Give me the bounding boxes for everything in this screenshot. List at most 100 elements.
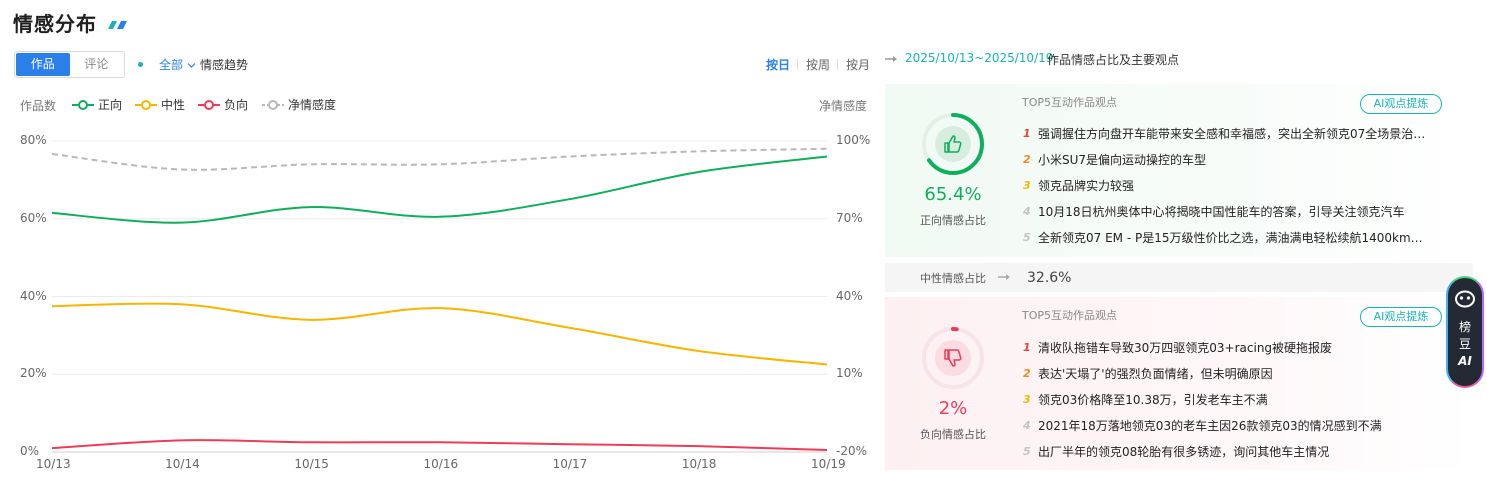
y-tick-right: 40% bbox=[836, 288, 863, 303]
legend-line-icon bbox=[198, 99, 220, 110]
legend-label: 中性 bbox=[161, 98, 186, 112]
opinion-item[interactable]: 2 表达'天塌了'的强烈负面情绪，但未明确原因 bbox=[1023, 365, 1433, 382]
summary-description: 作品情感占比及主要观点 bbox=[1047, 53, 1180, 67]
y-tick-left: 80% bbox=[20, 133, 47, 147]
robot-face-icon bbox=[1455, 290, 1475, 308]
rank-badge: 4 bbox=[1023, 205, 1031, 218]
ai-extract-button[interactable]: AI观点提炼 bbox=[1360, 94, 1442, 114]
tab-comments[interactable]: 评论 bbox=[84, 57, 109, 71]
sentiment-trend-chart[interactable] bbox=[0, 0, 880, 480]
ai-extract-button[interactable]: AI观点提炼 bbox=[1360, 307, 1442, 327]
neutral-label: 中性情感占比 bbox=[920, 272, 986, 285]
date-range: 2025/10/13~2025/10/19 bbox=[905, 51, 1054, 65]
top5-label: TOP5互动作品观点 bbox=[1022, 96, 1118, 109]
x-tick: 10/15 bbox=[294, 457, 329, 471]
opinion-text: 领克品牌实力较强 bbox=[1038, 179, 1135, 193]
rank-badge: 5 bbox=[1023, 231, 1031, 244]
opinion-text: 小米SU7是偏向运动操控的车型 bbox=[1038, 153, 1207, 167]
y-tick-left: 60% bbox=[20, 210, 47, 225]
rank-badge: 5 bbox=[1023, 445, 1031, 458]
arrow-right-icon bbox=[998, 274, 1010, 280]
y-tick-left: 20% bbox=[20, 366, 47, 381]
legend-positive[interactable]: 正向 bbox=[72, 96, 122, 113]
opinion-item[interactable]: 3 领克03价格降至10.38万，引发老车主不满 bbox=[1023, 391, 1433, 408]
x-tick: 10/16 bbox=[423, 457, 459, 471]
y-tick-right: 70% bbox=[836, 210, 863, 225]
rank-badge: 2 bbox=[1023, 367, 1031, 380]
filter-value: 全部 bbox=[159, 58, 184, 72]
x-tick: 10/18 bbox=[681, 457, 717, 471]
opinion-text: 清收队拖错车导致30万四驱领克03+racing被硬拖报废 bbox=[1038, 341, 1333, 355]
negative-label: 负向情感占比 bbox=[920, 428, 986, 441]
opinion-text: 10月18日杭州奥体中心将揭晓中国性能车的答案，引导关注领克汽车 bbox=[1038, 205, 1405, 219]
bullet-dot bbox=[138, 62, 143, 67]
granularity-week[interactable]: 按周 bbox=[806, 58, 831, 72]
opinion-text: 表达'天塌了'的强烈负面情绪，但未明确原因 bbox=[1038, 367, 1273, 381]
opinion-item[interactable]: 2 小米SU7是偏向运动操控的车型 bbox=[1023, 151, 1433, 168]
legend-line-icon bbox=[72, 99, 94, 110]
legend-net[interactable]: 净情感度 bbox=[262, 96, 336, 113]
rank-badge: 1 bbox=[1023, 341, 1031, 354]
ai-float-text: 豆 bbox=[1458, 337, 1471, 351]
ai-float-text: 榜 bbox=[1458, 320, 1471, 334]
legend-neutral[interactable]: 中性 bbox=[135, 96, 185, 113]
series-line[interactable] bbox=[51, 155, 828, 224]
y-tick-left: 0% bbox=[20, 444, 40, 458]
x-tick: 10/17 bbox=[552, 457, 588, 471]
granularity-month[interactable]: 按月 bbox=[846, 58, 871, 72]
positive-percent: 65.4% bbox=[924, 184, 982, 205]
x-tick: 10/13 bbox=[36, 457, 71, 471]
opinion-text: 2021年18万落地领克03的老车主因26款领克03的情况感到不满 bbox=[1038, 419, 1382, 433]
ai-float-text: AI bbox=[1458, 354, 1472, 368]
opinion-text: 全新领克07 EM - P是15万级性价比之选，满油满电轻松续航1400km，兼… bbox=[1038, 231, 1433, 245]
legend-label: 净情感度 bbox=[288, 98, 337, 112]
y-tick-right: 10% bbox=[836, 366, 863, 381]
brand-logo-icon bbox=[108, 21, 127, 29]
opinion-text: 领克03价格降至10.38万，引发老车主不满 bbox=[1038, 393, 1268, 407]
thumbs-down-icon bbox=[944, 349, 962, 367]
series-line[interactable] bbox=[51, 302, 828, 366]
opinion-item[interactable]: 5 全新领克07 EM - P是15万级性价比之选，满油满电轻松续航1400km，… bbox=[1023, 229, 1433, 246]
legend-negative[interactable]: 负向 bbox=[198, 96, 248, 113]
right-axis-title: 净情感度 bbox=[819, 99, 868, 113]
opinion-text: 强调握住方向盘开车能带来安全感和幸福感，突出全新领克07全场景治理能力 bbox=[1038, 127, 1433, 141]
x-tick: 10/14 bbox=[165, 457, 200, 471]
positive-ring-gauge bbox=[922, 113, 984, 175]
legend-label: 正向 bbox=[98, 98, 123, 112]
series-line[interactable] bbox=[51, 439, 828, 452]
arrow-right-icon bbox=[885, 56, 897, 62]
page-title: 情感分布 bbox=[13, 12, 97, 36]
thumbs-up-icon bbox=[944, 135, 962, 153]
negative-percent: 2% bbox=[938, 398, 968, 419]
rank-badge: 4 bbox=[1023, 419, 1031, 432]
top5-label: TOP5互动作品观点 bbox=[1022, 309, 1118, 322]
legend-label: 负向 bbox=[224, 98, 249, 112]
series-line[interactable] bbox=[51, 147, 828, 171]
opinion-item[interactable]: 4 10月18日杭州奥体中心将揭晓中国性能车的答案，引导关注领克汽车 bbox=[1023, 203, 1433, 220]
rank-badge: 2 bbox=[1023, 153, 1031, 166]
neutral-panel bbox=[885, 263, 1473, 292]
neutral-percent: 32.6% bbox=[1027, 270, 1072, 286]
opinion-item[interactable]: 5 出厂半年的领克08轮胎有很多锈迹，询问其他车主情况 bbox=[1023, 443, 1433, 460]
opinion-text: 出厂半年的领克08轮胎有很多锈迹，询问其他车主情况 bbox=[1038, 445, 1330, 459]
opinion-item[interactable]: 3 领克品牌实力较强 bbox=[1023, 177, 1433, 194]
opinion-item[interactable]: 1 强调握住方向盘开车能带来安全感和幸福感，突出全新领克07全场景治理能力 bbox=[1023, 125, 1433, 142]
rank-badge: 3 bbox=[1023, 179, 1031, 192]
filter-dropdown[interactable]: 全部 bbox=[159, 56, 196, 73]
left-axis-title: 作品数 bbox=[20, 99, 57, 113]
opinion-item[interactable]: 4 2021年18万落地领克03的老车主因26款领克03的情况感到不满 bbox=[1023, 417, 1433, 434]
x-tick: 10/19 bbox=[811, 457, 846, 471]
rank-badge: 1 bbox=[1023, 127, 1031, 140]
ai-assistant-button[interactable]: 榜 豆 AI bbox=[1446, 276, 1484, 388]
y-tick-left: 40% bbox=[20, 288, 47, 303]
legend-line-icon bbox=[262, 99, 284, 110]
y-tick-right: -20% bbox=[836, 444, 868, 458]
opinion-item[interactable]: 1 清收队拖错车导致30万四驱领克03+racing被硬拖报废 bbox=[1023, 339, 1433, 356]
content-type-tabs: 作品 评论 bbox=[14, 51, 125, 78]
trend-label: 情感趋势 bbox=[200, 58, 249, 72]
y-tick-right: 100% bbox=[836, 133, 871, 147]
rank-badge: 3 bbox=[1023, 393, 1031, 406]
tab-works[interactable]: 作品 bbox=[16, 53, 70, 76]
legend-line-icon bbox=[135, 99, 157, 110]
granularity-day[interactable]: 按日 bbox=[766, 58, 791, 72]
